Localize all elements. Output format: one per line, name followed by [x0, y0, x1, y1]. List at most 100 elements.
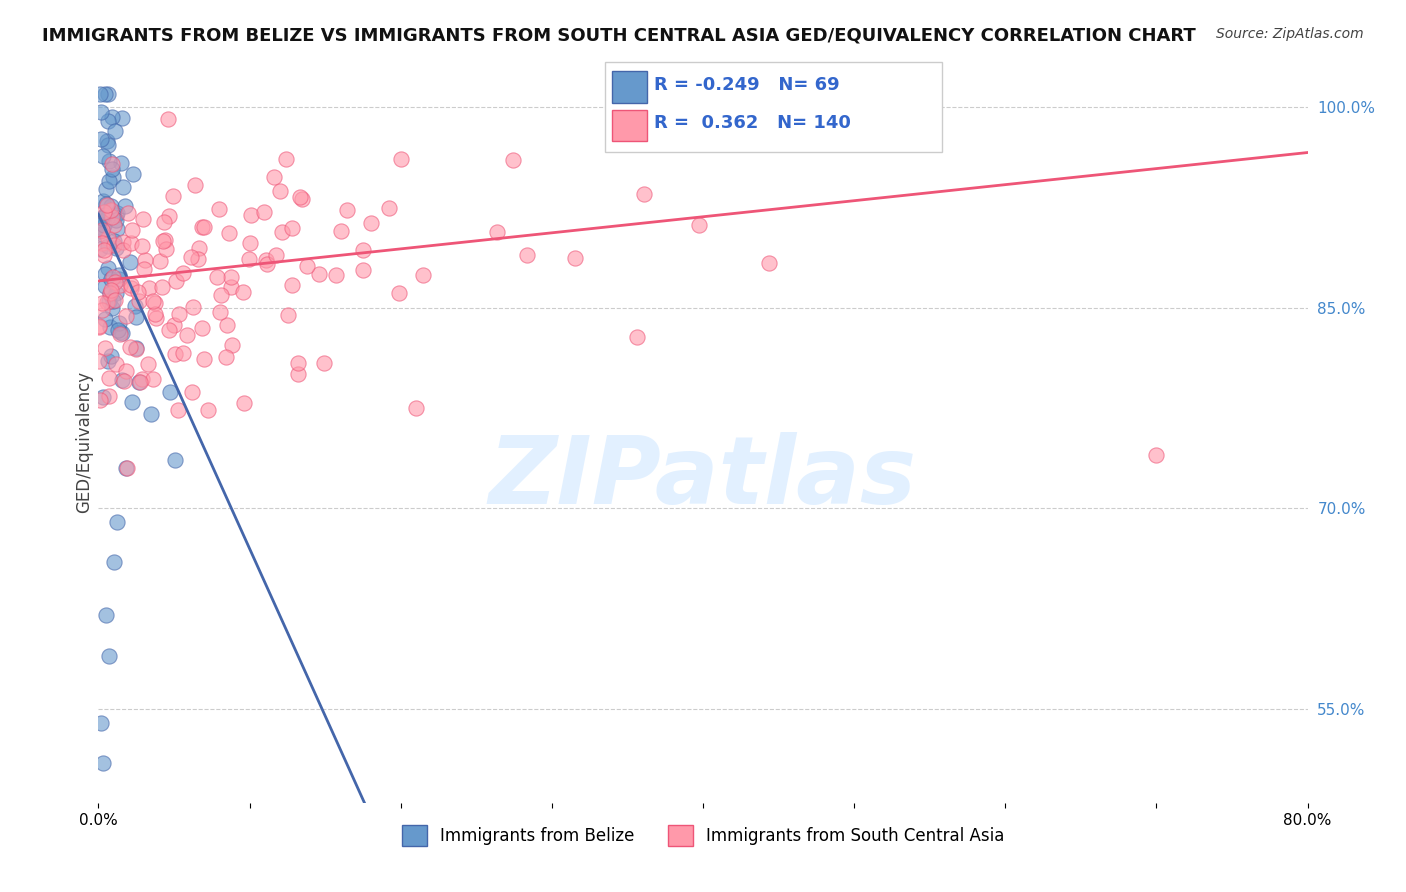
Point — [308, 267, 330, 281]
Point — [93, 208, 115, 222]
Point — [129, 375, 152, 389]
Point — [150, 279, 173, 293]
Point — [107, 268, 129, 283]
Point — [218, 226, 240, 240]
Point — [256, 257, 278, 271]
Point — [252, 204, 274, 219]
Point — [157, 210, 180, 224]
Point — [165, 452, 187, 467]
Point — [159, 384, 181, 399]
Point — [90, 131, 112, 145]
Point — [104, 242, 127, 256]
Point — [111, 235, 134, 250]
Point — [100, 283, 122, 297]
Point — [120, 236, 142, 251]
Point — [502, 153, 524, 168]
Point — [97, 113, 120, 128]
Point — [89, 87, 111, 101]
Point — [143, 307, 166, 321]
Point — [94, 312, 117, 326]
Point — [264, 248, 287, 262]
Point — [91, 390, 114, 404]
Point — [155, 243, 177, 257]
Point — [172, 266, 194, 280]
Point — [157, 323, 180, 337]
Point — [263, 169, 285, 184]
Point — [103, 234, 125, 248]
Point — [94, 182, 117, 196]
Point — [105, 358, 128, 372]
Point — [100, 202, 122, 217]
Point — [104, 293, 127, 308]
Point — [131, 211, 153, 226]
Point — [94, 608, 117, 623]
Point — [120, 340, 142, 354]
Point — [98, 648, 121, 663]
Point — [90, 302, 112, 317]
Point — [100, 287, 122, 301]
Point — [378, 201, 401, 215]
Point — [97, 294, 120, 309]
Point — [180, 250, 202, 264]
Point — [101, 156, 124, 170]
Point — [633, 186, 655, 201]
Point — [101, 169, 124, 184]
Point — [91, 756, 114, 770]
Point — [193, 351, 215, 366]
Point — [325, 268, 347, 283]
Point — [142, 293, 165, 308]
Point — [103, 219, 125, 233]
Point — [105, 222, 128, 236]
Point — [145, 310, 167, 325]
Point — [295, 259, 318, 273]
Point — [239, 236, 262, 251]
Text: ZIPatlas: ZIPatlas — [489, 432, 917, 524]
Point — [115, 364, 138, 378]
Point — [330, 224, 353, 238]
Point — [287, 367, 309, 381]
Point — [108, 325, 131, 339]
Point — [108, 272, 131, 286]
Point — [111, 326, 134, 340]
Point — [121, 223, 143, 237]
Point — [90, 227, 112, 242]
Point — [89, 319, 111, 334]
Point — [231, 285, 253, 300]
Point — [98, 370, 121, 384]
Point — [336, 202, 359, 217]
Point — [97, 174, 120, 188]
Point — [127, 285, 149, 299]
Point — [219, 269, 242, 284]
Point — [120, 277, 142, 292]
Point — [190, 220, 212, 235]
Point — [101, 301, 124, 315]
Point — [121, 395, 143, 409]
Point — [181, 300, 204, 314]
Point — [486, 226, 509, 240]
Point — [111, 373, 134, 387]
Point — [97, 154, 120, 169]
Point — [352, 262, 374, 277]
Point — [105, 285, 128, 300]
Point — [97, 137, 120, 152]
Point — [181, 385, 204, 400]
Point — [758, 256, 780, 270]
Point — [94, 268, 117, 282]
Point — [105, 515, 128, 529]
Point — [208, 202, 231, 217]
Point — [314, 356, 336, 370]
Point — [100, 210, 122, 224]
Point — [269, 184, 291, 198]
Point — [89, 319, 111, 334]
Point — [110, 277, 132, 292]
Point — [163, 318, 186, 333]
Point — [120, 255, 142, 269]
Point — [112, 243, 135, 257]
Point — [97, 389, 120, 403]
Point — [97, 231, 120, 245]
Point — [96, 211, 118, 225]
Point — [388, 285, 411, 300]
Point — [564, 251, 586, 265]
Point — [132, 262, 155, 277]
Point — [103, 237, 125, 252]
